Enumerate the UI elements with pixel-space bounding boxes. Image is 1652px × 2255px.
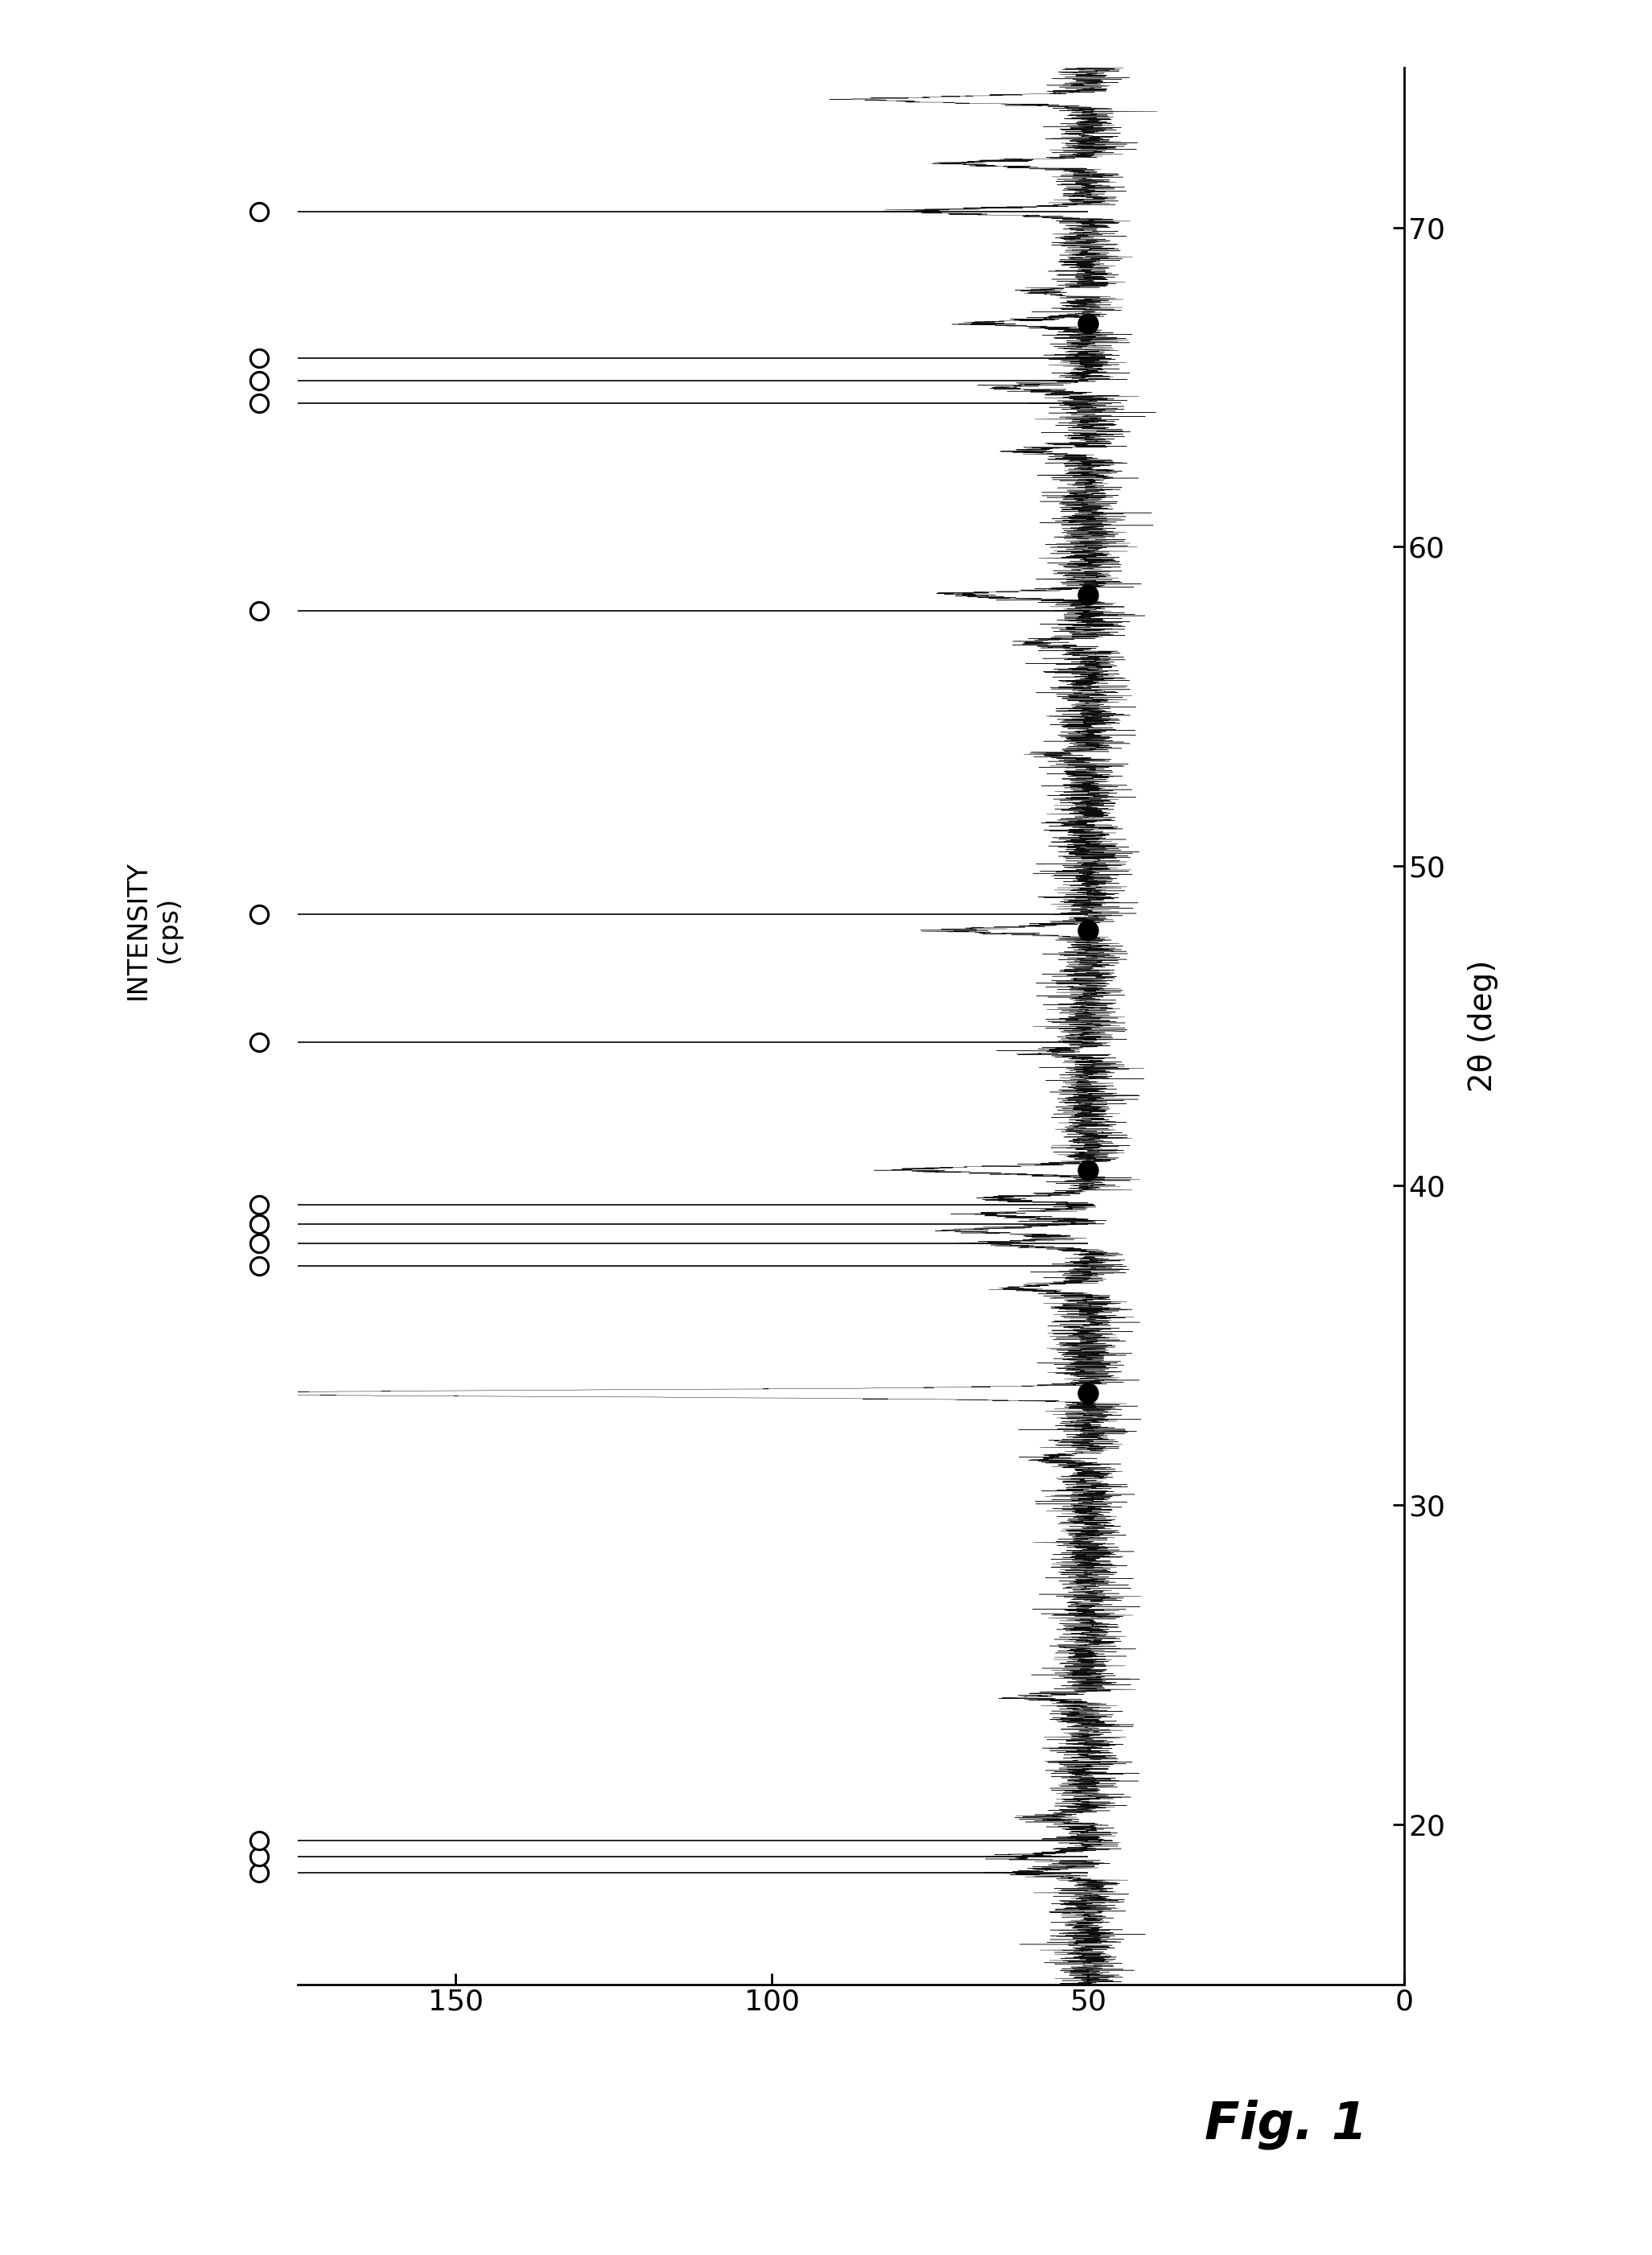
Text: INTENSITY
(cps): INTENSITY (cps) [126,861,182,999]
Y-axis label: 2θ (deg): 2θ (deg) [1467,961,1498,1091]
Text: Fig. 1: Fig. 1 [1204,2099,1368,2149]
